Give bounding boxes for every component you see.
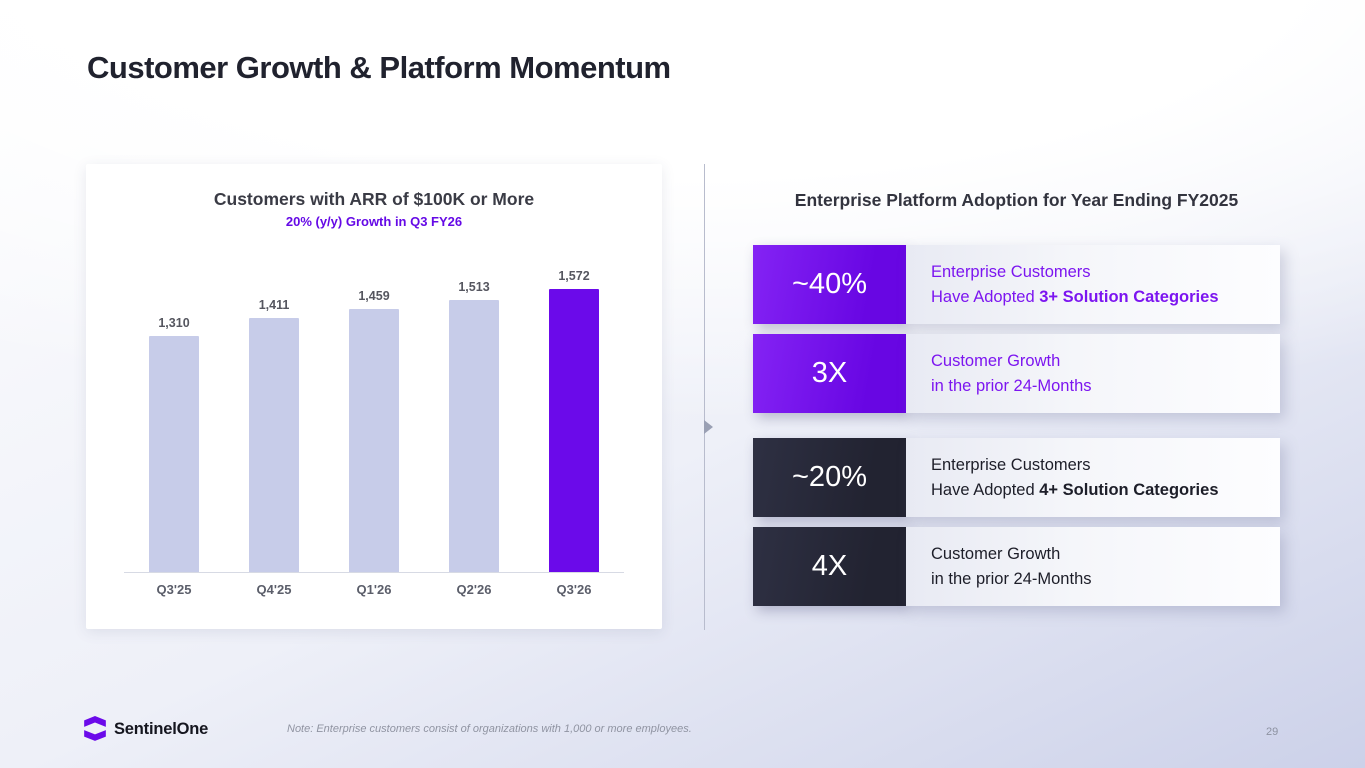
category-labels: Q3'25 Q4'25 Q1'26 Q2'26 Q3'26 xyxy=(124,582,624,597)
bar-group: 1,459 xyxy=(324,289,424,572)
bar xyxy=(549,289,599,572)
stat-row-20pct: ~20% Enterprise Customers Have Adopted 4… xyxy=(753,438,1280,517)
bar xyxy=(249,318,299,572)
stat-row-40pct: ~40% Enterprise Customers Have Adopted 3… xyxy=(753,245,1280,324)
bar-value-label: 1,572 xyxy=(558,269,590,283)
divider-arrow-icon xyxy=(704,420,713,434)
stat-line1: Enterprise Customers xyxy=(931,455,1091,474)
adoption-heading: Enterprise Platform Adoption for Year En… xyxy=(794,190,1239,210)
bar-value-label: 1,411 xyxy=(258,298,290,312)
bar-group: 1,572 xyxy=(524,269,624,572)
page-number: 29 xyxy=(1266,726,1279,738)
bar-value-label: 1,513 xyxy=(458,280,490,294)
sentinelone-logo-icon xyxy=(84,716,106,741)
stat-line2: Have Adopted 3+ Solution Categories xyxy=(931,287,1219,306)
stat-row-4x: 4X Customer Growth in the prior 24-Month… xyxy=(753,527,1280,606)
bar-group: 1,411 xyxy=(224,298,324,572)
bar-value-label: 1,459 xyxy=(358,289,390,303)
category-label: Q3'25 xyxy=(156,582,192,597)
stat-line1: Customer Growth xyxy=(931,351,1061,370)
stat-value: ~20% xyxy=(753,438,906,517)
chart-title: Customers with ARR of $100K or More xyxy=(213,189,535,209)
stat-description: Enterprise Customers Have Adopted 4+ Sol… xyxy=(906,438,1280,517)
divider-line xyxy=(704,164,713,630)
stat-line1: Enterprise Customers xyxy=(931,262,1091,281)
chart-subtitle: 20% (y/y) Growth in Q3 FY26 xyxy=(285,214,463,229)
bar xyxy=(149,336,199,572)
stat-row-3x: 3X Customer Growth in the prior 24-Month… xyxy=(753,334,1280,413)
slide-title: Customer Growth & Platform Momentum xyxy=(87,50,671,85)
stat-value: 4X xyxy=(753,527,906,606)
bar xyxy=(449,300,499,572)
stat-description: Enterprise Customers Have Adopted 3+ Sol… xyxy=(906,245,1280,324)
stat-description: Customer Growth in the prior 24-Months xyxy=(906,334,1280,413)
brand-name: SentinelOne xyxy=(114,719,209,738)
adoption-panel: Enterprise Platform Adoption for Year En… xyxy=(753,190,1280,616)
stat-rows: ~40% Enterprise Customers Have Adopted 3… xyxy=(753,245,1280,606)
bar-group: 1,310 xyxy=(124,316,224,572)
stat-line2: in the prior 24-Months xyxy=(931,569,1092,588)
category-label: Q1'26 xyxy=(356,582,392,597)
stat-value: 3X xyxy=(753,334,906,413)
category-label: Q2'26 xyxy=(456,582,492,597)
stat-value: ~40% xyxy=(753,245,906,324)
bar-group: 1,513 xyxy=(424,280,524,572)
category-label: Q4'25 xyxy=(256,582,292,597)
brand-logo: SentinelOne xyxy=(84,716,208,742)
chart-card: Customers with ARR of $100K or More 20% … xyxy=(86,164,662,629)
footnote: Note: Enterprise customers consist of or… xyxy=(287,723,692,735)
bars-row: 1,310 1,411 1,459 1,513 1,572 xyxy=(124,246,624,573)
bar-chart: 1,310 1,411 1,459 1,513 1,572 Q3'25 Q4'25 Q1'2… xyxy=(124,246,624,597)
stat-line1: Customer Growth xyxy=(931,544,1061,563)
stat-description: Customer Growth in the prior 24-Months xyxy=(906,527,1280,606)
stat-line2: Have Adopted 4+ Solution Categories xyxy=(931,480,1219,499)
bar-value-label: 1,310 xyxy=(158,316,190,330)
bar xyxy=(349,309,399,572)
stat-line2: in the prior 24-Months xyxy=(931,376,1092,395)
category-label: Q3'26 xyxy=(556,582,592,597)
